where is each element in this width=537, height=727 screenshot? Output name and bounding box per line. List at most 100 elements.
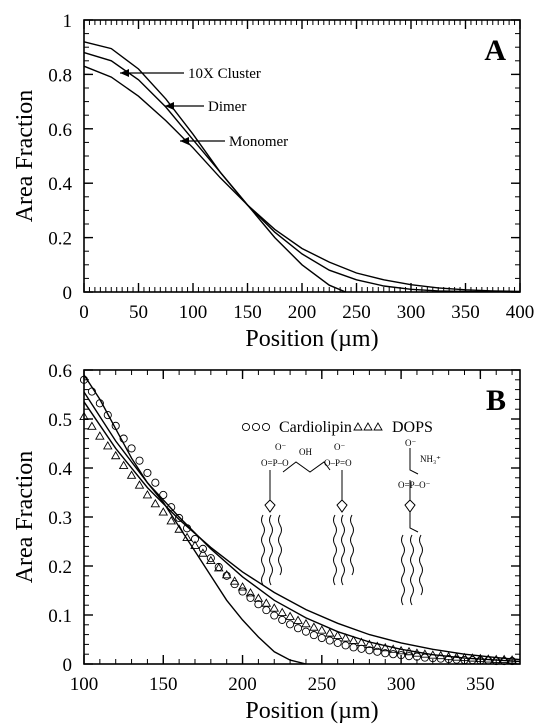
series-line-dimer [83, 51, 521, 293]
panel-letter: A [484, 34, 506, 67]
dops-point [126, 470, 137, 479]
cl-oh: OH [299, 447, 312, 457]
cl-o-minus-2: O⁻ [334, 442, 345, 452]
dops-point [150, 498, 161, 508]
cardiolipin-point [151, 478, 160, 487]
y-tick-label: 0.2 [48, 557, 72, 578]
y-tick-label: 0.6 [48, 120, 72, 141]
dops-point [332, 630, 343, 640]
cardiolipin-point [341, 641, 350, 650]
x-tick-label: 0 [79, 302, 89, 323]
cardiolipin-point [404, 652, 414, 661]
x-tick-label: 250 [308, 674, 337, 695]
dops-point [79, 411, 89, 420]
dops-point [324, 628, 335, 637]
dops-point [269, 603, 280, 612]
y-tick-label: 0.6 [48, 361, 72, 382]
x-tick-label: 50 [129, 302, 148, 323]
series-line-fit-steep [83, 374, 307, 665]
ps-o-minus: O⁻ [405, 438, 416, 448]
legend-circle-marker [261, 422, 271, 432]
dops-point [277, 607, 287, 616]
dops-point [388, 644, 398, 653]
x-tick-label: 250 [342, 302, 371, 323]
cardiolipin-point [333, 638, 342, 647]
x-tick-label: 200 [288, 302, 317, 323]
x-tick-label: 400 [506, 302, 535, 323]
legend-circle-marker [241, 422, 251, 432]
cardiolipin-point [349, 643, 358, 652]
cardiolipin-point [468, 656, 477, 665]
y-tick-label: 0 [63, 283, 73, 304]
dops-point [475, 653, 486, 663]
dops-point [190, 540, 200, 549]
dops-point [261, 598, 272, 607]
y-tick-label: 0.4 [48, 174, 72, 195]
dops-point [317, 625, 327, 634]
cardiolipin-point [143, 468, 152, 477]
legend-triangle-marker [353, 422, 363, 431]
dops-point [491, 654, 501, 664]
dops-point [118, 460, 129, 469]
series-line-monomer [83, 65, 521, 293]
x-tick-label: 350 [466, 674, 495, 695]
arrow-head [165, 102, 174, 110]
cardiolipin-point [238, 587, 247, 596]
legend-dops-label: DOPS [392, 419, 433, 436]
dops-point [134, 480, 145, 489]
cardiolipin-point [301, 627, 311, 636]
dops-point [253, 593, 264, 602]
cardiolipin-point [127, 444, 136, 453]
cardiolipin-point [389, 650, 398, 659]
series-line-fit-tail-2 [83, 401, 521, 661]
dops-point [213, 563, 224, 572]
cardiolipin-point [317, 633, 326, 643]
dops-point [95, 431, 105, 440]
dops-point [221, 569, 232, 579]
cardiolipin-point [262, 606, 271, 615]
plot-frame [83, 19, 521, 293]
y-axis-title: Area Fraction [12, 451, 38, 584]
cardiolipin-point [270, 611, 279, 620]
x-tick-label: 300 [387, 674, 416, 695]
dops-structure [401, 448, 423, 606]
legend-cardiolipin-label: Cardiolipin [279, 419, 352, 436]
cardiolipin-point [309, 631, 318, 640]
panel-a: 0 50 100 150 200 250 300 350 400 0 0.2 0.4 0.6 0.8 1 Po… [12, 11, 534, 352]
annotation-dimer: Dimer [208, 99, 246, 115]
arrow-head [120, 69, 129, 77]
cardiolipin-point [254, 600, 263, 609]
cl-p1: O=P–O [261, 458, 289, 468]
annotation-10x-cluster: 10X Cluster [188, 66, 261, 82]
x-tick-label: 100 [179, 302, 208, 323]
y-tick-label: 0.4 [48, 459, 72, 480]
dops-point [229, 576, 240, 585]
cl-p2: O–P=O [324, 458, 352, 468]
x-axis-title: Position (µm) [245, 326, 378, 352]
x-tick-label: 100 [70, 674, 99, 695]
cardiolipin-point [190, 535, 200, 544]
cardiolipin-point [484, 656, 493, 665]
x-tick-label: 300 [397, 302, 426, 323]
legend-triangle-marker [363, 422, 373, 431]
dops-point [285, 611, 295, 620]
dops-point [245, 588, 256, 597]
cardiolipin-point [373, 647, 382, 656]
dops-point [348, 635, 359, 644]
cardiolipin-point [357, 644, 366, 653]
cardiolipin-point [206, 554, 215, 563]
cardiolipin-point [381, 649, 390, 658]
dops-point [110, 450, 121, 460]
cardiolipin-point [246, 593, 255, 602]
ps-nh3: NH₃⁺ [420, 454, 441, 464]
cardiolipin-point [286, 620, 295, 629]
cardiolipin-point [222, 571, 231, 580]
dops-point [301, 618, 311, 628]
dops-point [364, 639, 375, 648]
legend-triangle-marker [373, 422, 383, 431]
cardiolipin-point [278, 615, 287, 624]
y-tick-label: 0 [63, 655, 73, 676]
dops-point [467, 653, 478, 662]
y-tick-label: 0.1 [48, 606, 72, 627]
y-tick-label: 1 [63, 11, 73, 32]
